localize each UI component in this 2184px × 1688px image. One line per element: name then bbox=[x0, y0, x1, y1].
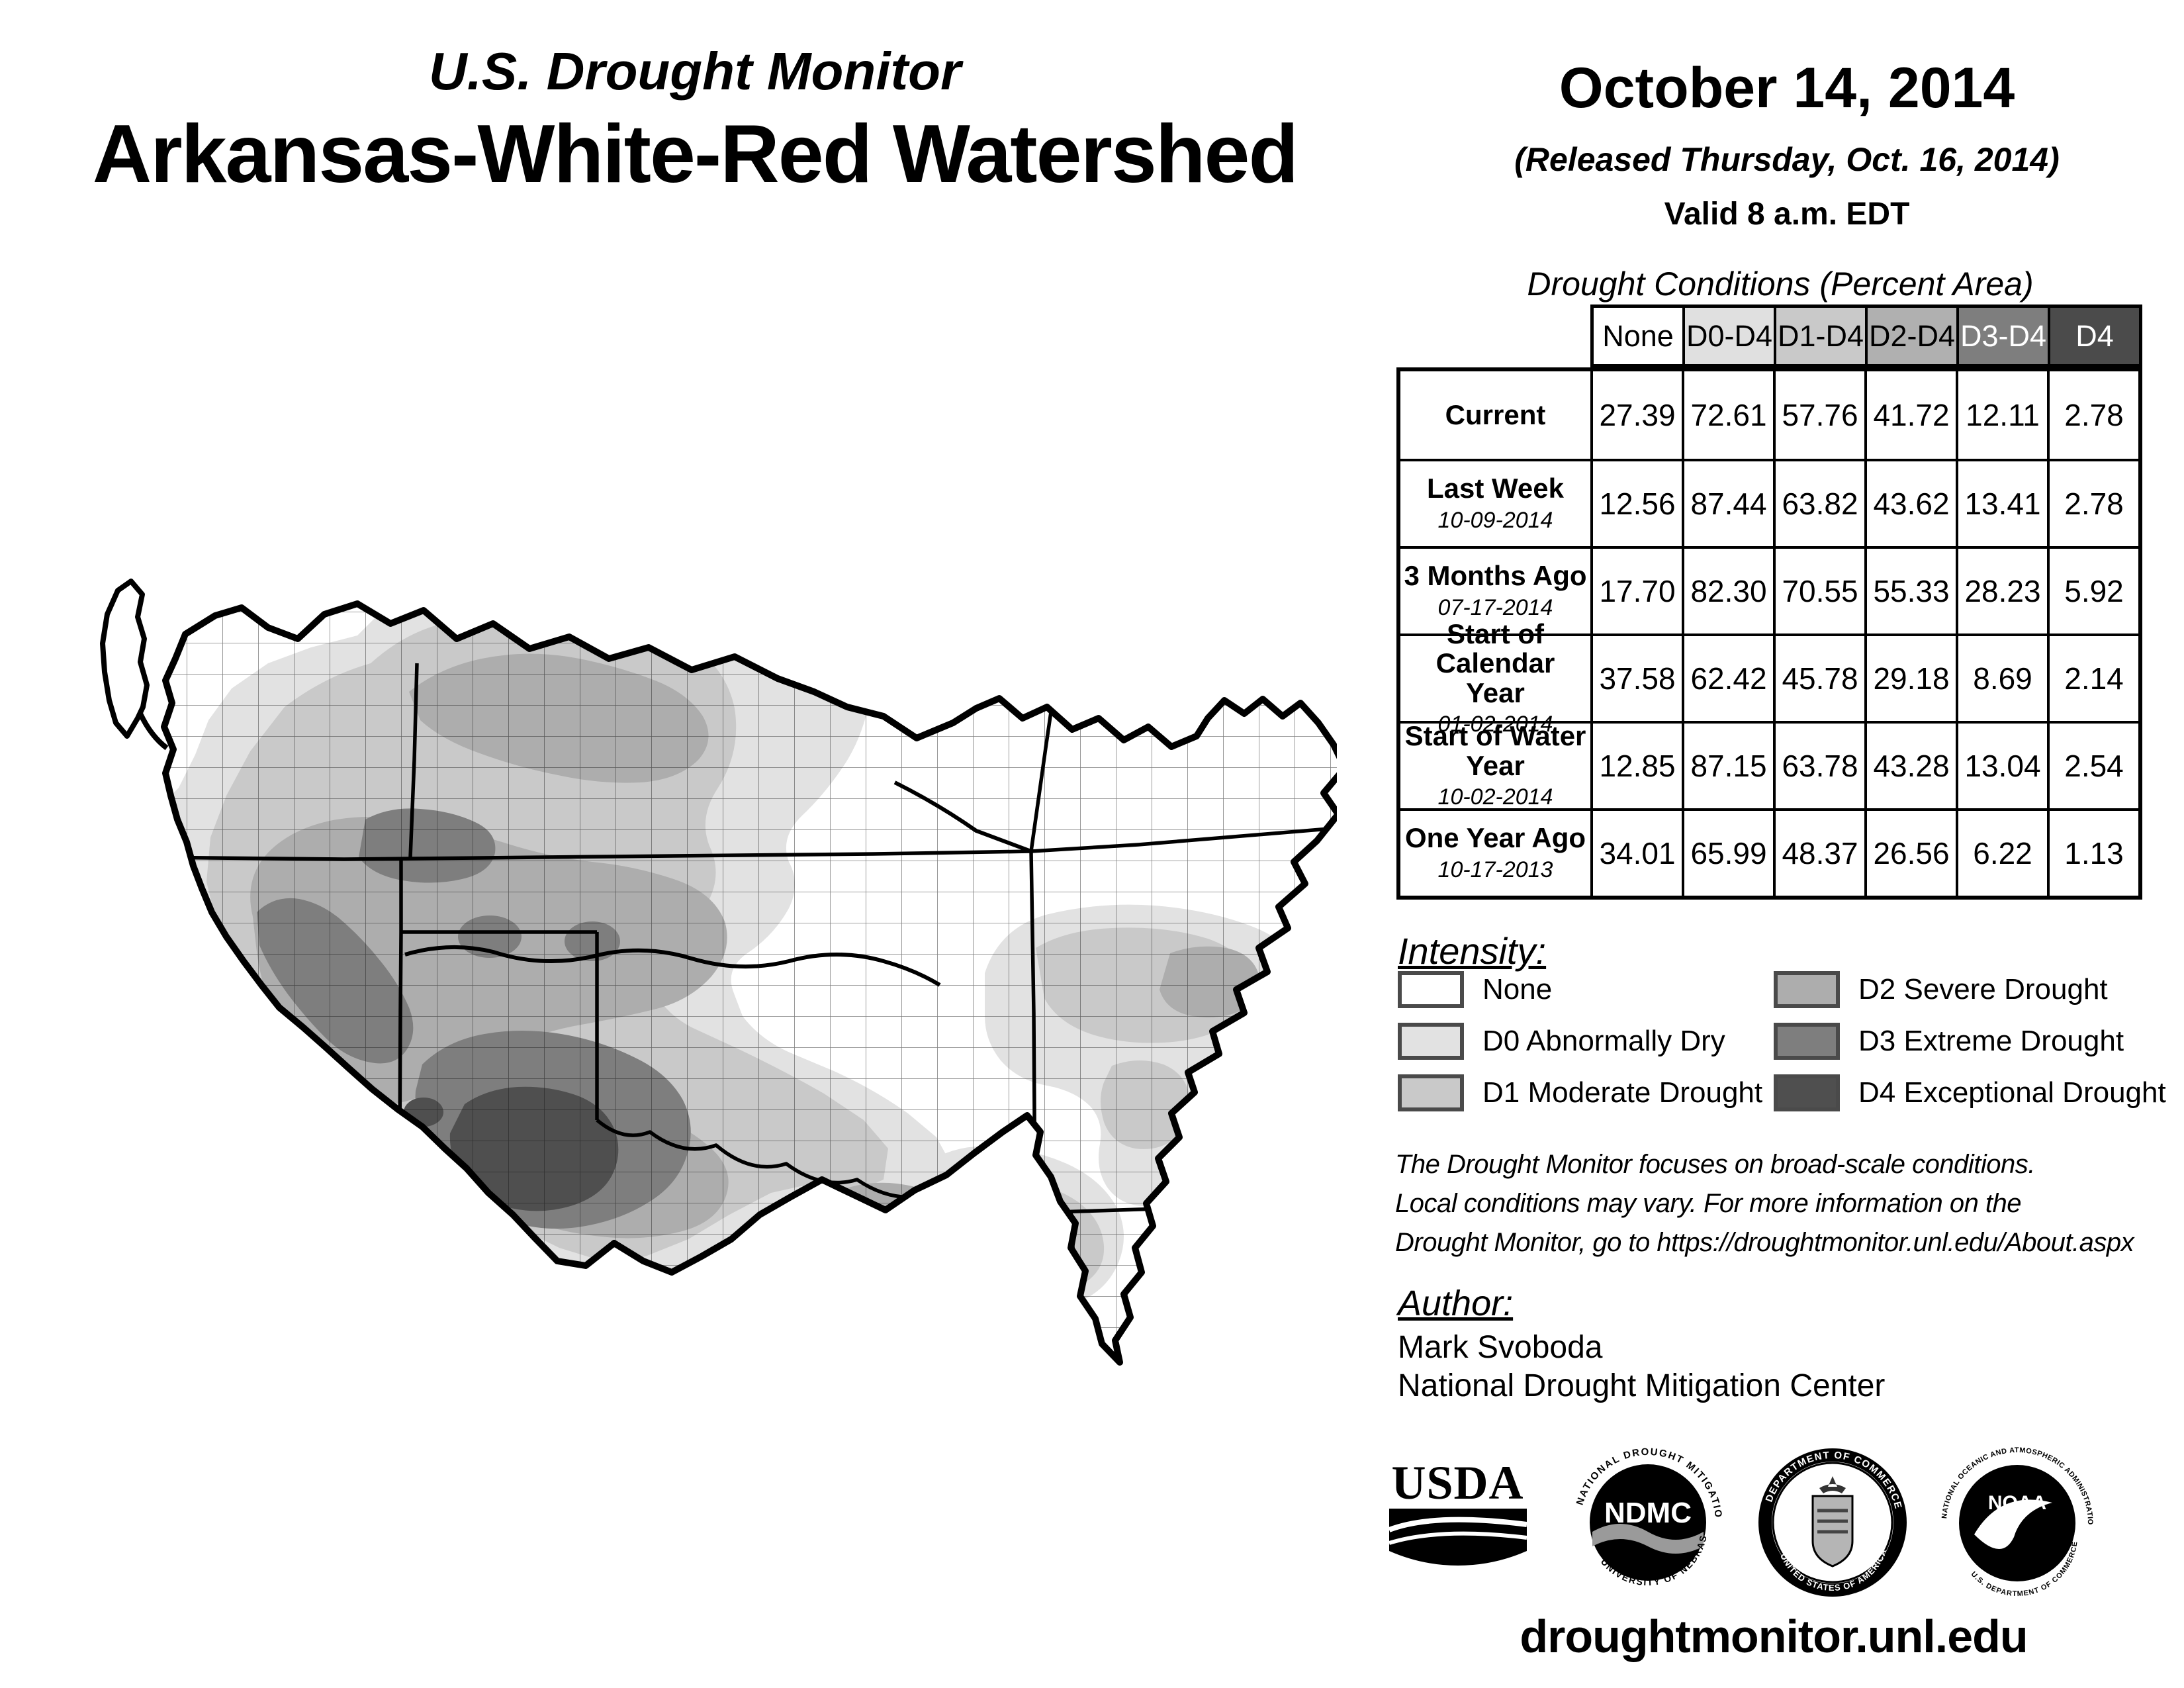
table-cell: 2.54 bbox=[2047, 721, 2138, 808]
row-label: Last Week 10-09-2014 bbox=[1400, 459, 1590, 546]
doc-eagle bbox=[1819, 1476, 1846, 1493]
legend-swatch-d2 bbox=[1774, 971, 1840, 1008]
row-label: 3 Months Ago 07-17-2014 bbox=[1400, 546, 1590, 633]
legend-label: None bbox=[1482, 973, 1553, 1006]
legend-label: D3 Extreme Drought bbox=[1858, 1025, 2124, 1057]
legend-label: D4 Exceptional Drought bbox=[1858, 1076, 2166, 1109]
disclaimer-line: Drought Monitor, go to https://droughtmo… bbox=[1395, 1228, 2134, 1257]
table-cell: 29.18 bbox=[1864, 633, 1956, 721]
map-shading bbox=[164, 604, 1337, 1362]
col-header-d2d4: D2-D4 bbox=[1865, 308, 1956, 364]
author-org: National Drought Mitigation Center bbox=[1398, 1368, 1886, 1403]
svg-text:★: ★ bbox=[1775, 1516, 1786, 1529]
map-date: October 14, 2014 bbox=[1559, 56, 2015, 120]
table-cell: 26.56 bbox=[1864, 808, 1956, 896]
monitor-title: U.S. Drought Monitor bbox=[428, 42, 962, 101]
table-cell: 1.13 bbox=[2047, 808, 2138, 896]
legend-label: D1 Moderate Drought bbox=[1482, 1076, 1763, 1109]
row-label: One Year Ago 10-17-2013 bbox=[1400, 808, 1590, 896]
intensity-heading: Intensity: bbox=[1398, 930, 1547, 972]
watershed-map bbox=[100, 579, 1337, 1366]
col-header-none: None bbox=[1594, 308, 1682, 364]
basin-boundaries bbox=[404, 780, 1032, 987]
table-cell: 27.39 bbox=[1590, 371, 1682, 459]
row-label: Current bbox=[1445, 399, 1546, 430]
noaa-gull bbox=[1974, 1499, 2052, 1550]
table-cell: 43.62 bbox=[1864, 459, 1956, 546]
table-cell: 12.11 bbox=[1956, 371, 2047, 459]
legend-label: D0 Abnormally Dry bbox=[1482, 1025, 1725, 1057]
doc-seal-logo: DEPARTMENT OF COMMERCE UNITED STATES OF … bbox=[1758, 1448, 1907, 1597]
table-cell: 2.14 bbox=[2047, 633, 2138, 721]
row-label: Start of Water Year 10-02-2014 bbox=[1400, 721, 1590, 810]
ndmc-logo: NATIONAL DROUGHT MITIGATION CENTER UNIVE… bbox=[1567, 1442, 1723, 1587]
table-cell: 6.22 bbox=[1956, 808, 2047, 896]
col-header-d0d4: D0-D4 bbox=[1682, 308, 1774, 364]
table-cell: 2.78 bbox=[2047, 371, 2138, 459]
table-cell: 72.61 bbox=[1682, 371, 1773, 459]
svg-text:★: ★ bbox=[1881, 1516, 1891, 1529]
ndmc-center-text: NDMC bbox=[1604, 1497, 1692, 1529]
table-cell: 48.37 bbox=[1773, 808, 1864, 896]
table-cell: 17.70 bbox=[1590, 546, 1682, 633]
legend-label: D2 Severe Drought bbox=[1858, 973, 2108, 1006]
table-cell: 13.41 bbox=[1956, 459, 2047, 546]
table-cell: 2.78 bbox=[2047, 459, 2138, 546]
noaa-logo: NATIONAL OCEANIC AND ATMOSPHERIC ADMINIS… bbox=[1936, 1442, 2094, 1598]
table-cell: 57.76 bbox=[1773, 371, 1864, 459]
watershed-nw-sliver bbox=[100, 579, 169, 751]
page-title: Arkansas-White-Red Watershed bbox=[92, 109, 1298, 200]
table-cell: 5.92 bbox=[2047, 546, 2138, 633]
table-cell: 65.99 bbox=[1682, 808, 1773, 896]
table-cell: 41.72 bbox=[1864, 371, 1956, 459]
table-cell: 63.78 bbox=[1773, 721, 1864, 808]
disclaimer-line: Local conditions may vary. For more info… bbox=[1395, 1189, 2022, 1218]
usda-logo-text: USDA bbox=[1391, 1456, 1524, 1509]
table-title: Drought Conditions (Percent Area) bbox=[1527, 265, 2034, 303]
disclaimer-line: The Drought Monitor focuses on broad-sca… bbox=[1395, 1150, 2035, 1179]
table-cell: 8.69 bbox=[1956, 633, 2047, 721]
col-header-d3d4: D3-D4 bbox=[1956, 308, 2048, 364]
legend-swatch-d4 bbox=[1774, 1074, 1840, 1111]
watershed-outline bbox=[161, 600, 1337, 1366]
table-cell: 87.15 bbox=[1682, 721, 1773, 808]
released-date: (Released Thursday, Oct. 16, 2014) bbox=[1514, 141, 2060, 178]
state-borders bbox=[164, 648, 1330, 1344]
footer-url: droughtmonitor.unl.edu bbox=[1520, 1611, 2028, 1662]
table-cell: 37.58 bbox=[1590, 633, 1682, 721]
noaa-center-text: NOAA bbox=[1988, 1492, 2046, 1514]
table-cell: 87.44 bbox=[1682, 459, 1773, 546]
valid-time: Valid 8 a.m. EDT bbox=[1664, 197, 1910, 232]
legend-swatch-d1 bbox=[1398, 1074, 1464, 1111]
table-cell: 34.01 bbox=[1590, 808, 1682, 896]
table-cell: 55.33 bbox=[1864, 546, 1956, 633]
table-cell: 12.56 bbox=[1590, 459, 1682, 546]
usda-logo: USDA bbox=[1387, 1456, 1529, 1569]
col-header-d4: D4 bbox=[2048, 308, 2139, 364]
table-cell: 43.28 bbox=[1864, 721, 1956, 808]
table-cell: 13.04 bbox=[1956, 721, 2047, 808]
drought-conditions-table: None D0-D4 D1-D4 D2-D4 D3-D4 D4 Current … bbox=[1396, 305, 2142, 900]
row-label: Start of Calendar Year 01-02-2014 bbox=[1400, 620, 1590, 737]
col-header-d1d4: D1-D4 bbox=[1774, 308, 1865, 364]
table-cell: 82.30 bbox=[1682, 546, 1773, 633]
legend-swatch-none bbox=[1398, 971, 1464, 1008]
table-cell: 62.42 bbox=[1682, 633, 1773, 721]
author-name: Mark Svoboda bbox=[1398, 1330, 1603, 1365]
table-cell: 45.78 bbox=[1773, 633, 1864, 721]
legend-swatch-d0 bbox=[1398, 1023, 1464, 1060]
table-body: Current 27.39 72.61 57.76 41.72 12.11 2.… bbox=[1396, 367, 2142, 900]
table-cell: 63.82 bbox=[1773, 459, 1864, 546]
usda-logo-field bbox=[1388, 1508, 1527, 1566]
table-cell: 70.55 bbox=[1773, 546, 1864, 633]
legend-swatch-d3 bbox=[1774, 1023, 1840, 1060]
table-header-row: None D0-D4 D1-D4 D2-D4 D3-D4 D4 bbox=[1590, 305, 2142, 367]
disclaimer: The Drought Monitor focuses on broad-sca… bbox=[1395, 1145, 2176, 1262]
table-cell: 28.23 bbox=[1956, 546, 2047, 633]
county-grid bbox=[164, 604, 1337, 1362]
table-cell: 12.85 bbox=[1590, 721, 1682, 808]
author-heading: Author: bbox=[1398, 1284, 1514, 1323]
